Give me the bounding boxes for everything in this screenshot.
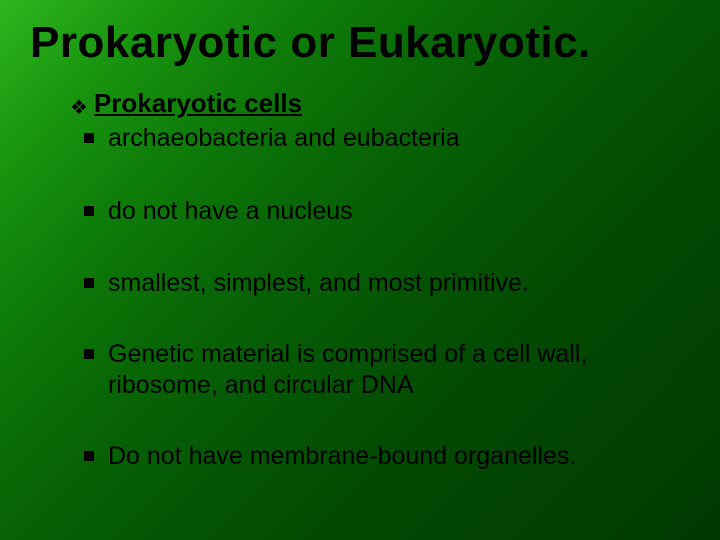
- square-bullet-icon: [84, 278, 94, 288]
- list-item: Genetic material is comprised of a cell …: [70, 339, 690, 402]
- list-item: Do not have membrane-bound organelles.: [70, 441, 690, 472]
- slide-title: Prokaryotic or Eukaryotic.: [30, 18, 690, 68]
- square-bullet-icon: [84, 451, 94, 461]
- bullet-text: smallest, simplest, and most primitive.: [108, 268, 690, 299]
- square-bullet-icon: [84, 349, 94, 359]
- bullet-text: archaeobacteria and eubacteria: [108, 123, 690, 154]
- bullet-list: archaeobacteria and eubacteria do not ha…: [70, 123, 690, 473]
- diamond-bullet-icon: ❖: [70, 98, 88, 118]
- list-item: archaeobacteria and eubacteria: [70, 123, 690, 154]
- heading-row: ❖ Prokaryotic cells: [70, 88, 690, 119]
- square-bullet-icon: [84, 133, 94, 143]
- list-item: smallest, simplest, and most primitive.: [70, 268, 690, 299]
- slide-content: ❖ Prokaryotic cells archaeobacteria and …: [30, 88, 690, 473]
- square-bullet-icon: [84, 206, 94, 216]
- bullet-text: Genetic material is comprised of a cell …: [108, 339, 690, 402]
- heading-text: Prokaryotic cells: [94, 88, 302, 119]
- bullet-text: Do not have membrane-bound organelles.: [108, 441, 690, 472]
- bullet-text: do not have a nucleus: [108, 196, 690, 227]
- list-item: do not have a nucleus: [70, 196, 690, 227]
- slide: Prokaryotic or Eukaryotic. ❖ Prokaryotic…: [0, 0, 720, 540]
